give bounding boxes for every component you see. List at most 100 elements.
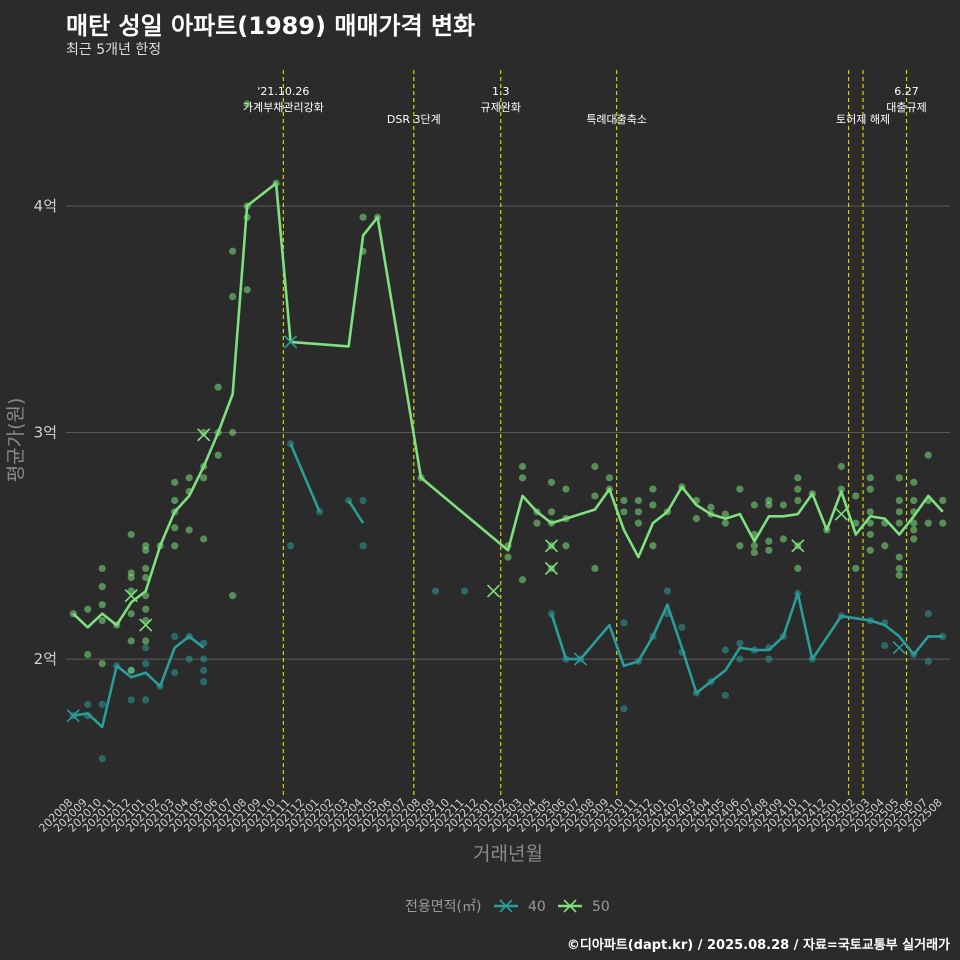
data-point <box>229 292 237 301</box>
data-point <box>243 100 251 108</box>
event-label: 대출규제 <box>886 101 926 114</box>
y-tick-label: 3억 <box>34 424 57 442</box>
data-point <box>765 537 773 545</box>
data-point <box>910 519 918 527</box>
data-point <box>142 637 150 645</box>
data-point <box>200 655 208 663</box>
data-point <box>910 535 918 543</box>
data-point <box>171 524 179 532</box>
y-axis-label: 평균가(원) <box>5 398 27 483</box>
data-point <box>98 755 106 763</box>
series-line <box>550 592 943 695</box>
data-point <box>591 462 599 471</box>
data-point <box>620 619 628 627</box>
data-point <box>924 519 932 527</box>
data-point <box>736 655 744 663</box>
data-point <box>866 485 874 493</box>
data-point <box>707 503 715 511</box>
data-point <box>779 535 787 543</box>
chart-caption: ©디아파트(dapt.kr) / 2025.08.28 / 자료=국토교통부 실… <box>566 938 950 953</box>
x-marker <box>544 561 559 576</box>
series-line <box>72 635 205 729</box>
data-point <box>84 650 92 659</box>
data-point <box>127 696 135 704</box>
data-point <box>229 592 237 600</box>
x-marker <box>834 507 848 521</box>
series-line <box>72 182 944 629</box>
legend: 전용면적(㎡) 40 50 <box>405 899 610 915</box>
y-axis-ticks: 2억 3억 4억 <box>34 197 57 668</box>
data-point <box>924 451 932 459</box>
x-marker-stroke <box>834 507 848 521</box>
data-point <box>721 510 729 518</box>
data-point <box>837 462 845 471</box>
data-point <box>895 496 903 505</box>
data-point <box>518 576 527 584</box>
data-point <box>910 496 918 505</box>
x-marker-stroke <box>284 335 298 349</box>
data-point <box>765 655 773 663</box>
event-label: 규제완화 <box>481 101 521 114</box>
data-point <box>518 462 527 471</box>
series-line <box>289 443 321 513</box>
data-point <box>84 700 92 708</box>
x-marker <box>124 589 138 603</box>
data-point <box>431 587 440 595</box>
data-point <box>620 508 628 516</box>
data-point <box>939 519 947 527</box>
data-point <box>721 646 729 654</box>
data-point <box>895 553 903 561</box>
data-point <box>924 657 932 665</box>
x-marker-stroke <box>486 584 501 598</box>
x-marker-stroke <box>124 589 138 603</box>
data-point <box>142 573 150 582</box>
data-point <box>142 546 150 554</box>
x-axis-label: 거래년월 <box>473 843 543 865</box>
data-point <box>837 485 845 493</box>
data-point <box>736 639 744 647</box>
data-point <box>852 564 860 573</box>
data-point <box>866 546 874 554</box>
data-point <box>185 526 193 534</box>
data-point <box>185 474 193 482</box>
data-point <box>634 508 643 516</box>
data-point <box>924 610 932 618</box>
x-marker <box>284 335 298 349</box>
data-point <box>910 478 918 486</box>
data-point <box>678 623 686 631</box>
data-point <box>214 451 222 459</box>
data-point <box>533 519 541 527</box>
series-lines <box>72 182 944 729</box>
event-label: 특례대출축소 <box>586 113 647 126</box>
x-marker <box>791 539 805 553</box>
data-point <box>852 492 860 500</box>
data-point <box>794 485 802 493</box>
data-point <box>663 587 672 595</box>
x-marker-stroke <box>573 652 588 666</box>
x-marker <box>197 428 211 442</box>
data-point <box>547 508 556 516</box>
data-point <box>98 659 106 668</box>
x-marker <box>486 584 501 598</box>
series-line <box>347 499 365 524</box>
event-label: 토허제 해제 <box>836 112 890 126</box>
x-marker <box>544 539 559 553</box>
data-point <box>229 247 237 255</box>
data-point <box>171 542 179 550</box>
event-label: 1.3 <box>492 85 510 98</box>
data-point <box>895 508 903 516</box>
data-point <box>171 496 179 505</box>
data-point <box>142 659 150 668</box>
data-point <box>214 383 222 391</box>
data-point <box>518 474 527 482</box>
data-point <box>171 632 179 641</box>
data-point <box>127 530 135 539</box>
data-point <box>171 478 179 486</box>
data-point <box>547 478 556 486</box>
x-marker-stroke <box>197 428 211 442</box>
x-marker-stroke <box>544 561 559 576</box>
legend-label: 50 <box>592 899 610 915</box>
data-point <box>721 691 729 699</box>
